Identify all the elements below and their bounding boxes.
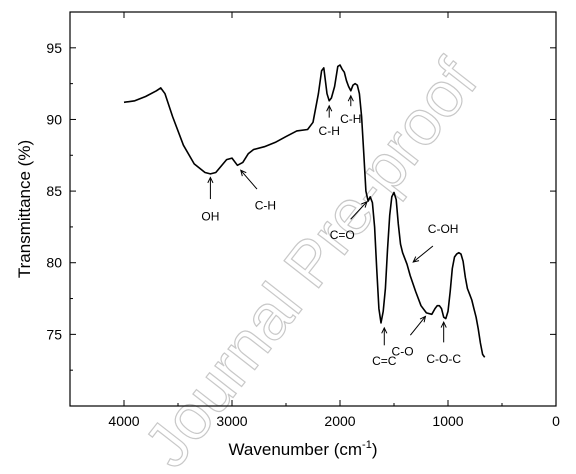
annotation-arrowhead: [240, 169, 247, 177]
x-tick-label: 3000: [216, 413, 247, 429]
ticks: 4000 3000 2000 1000 0 75 80 85 90 95: [46, 11, 560, 429]
annotation-label: C-H: [340, 112, 361, 126]
annotation-label: C-H: [255, 198, 276, 212]
annotation-arrow: [412, 245, 434, 263]
x-axis-label-sup: -1: [362, 439, 372, 451]
y-tick-label: 90: [46, 111, 62, 127]
x-axis-label-main: Wavenumber (cm: [229, 440, 363, 459]
annotation-label: C=C: [372, 354, 397, 368]
annotation: OH: [201, 176, 219, 223]
x-axis-label-tail: ): [372, 440, 378, 459]
annotation-arrowhead: [440, 321, 447, 328]
y-tick-label: 80: [46, 255, 62, 271]
annotation-label: C-O-C: [426, 352, 461, 366]
annotation: C=C: [372, 326, 397, 368]
annotation-arrowhead: [419, 315, 427, 323]
y-tick-label: 75: [46, 326, 62, 342]
y-axis-label: Transmittance (%): [15, 140, 34, 278]
annotation-label: OH: [201, 209, 219, 223]
annotation: C-H: [240, 169, 276, 212]
annotation-arrow: [240, 169, 258, 190]
annotation-arrowhead: [381, 326, 388, 334]
annotation-label: C-H: [319, 124, 340, 138]
x-axis-label: Wavenumber (cm-1): [229, 439, 378, 459]
x-tick-label: 1000: [432, 413, 463, 429]
annotation-label: C=O: [330, 228, 355, 242]
x-tick-label: 0: [552, 413, 560, 429]
annotation-label: C-OH: [428, 222, 459, 236]
annotation-arrow: [409, 316, 426, 336]
annotation-arrowhead: [326, 104, 333, 112]
x-tick-label: 2000: [324, 413, 355, 429]
annotation: C-H: [319, 104, 340, 138]
axes: [69, 11, 557, 407]
annotation-arrowhead: [207, 176, 214, 184]
y-tick-label: 95: [46, 40, 62, 56]
annotation-arrowhead: [361, 200, 368, 208]
x-tick-label: 4000: [108, 413, 139, 429]
annotation-arrowhead: [347, 94, 354, 102]
annotation-arrowhead: [412, 256, 420, 263]
annotation-label: C-O: [392, 344, 414, 358]
annotations: OHC-HC-HC-HC=OC=CC-OHC-OC-O-C: [201, 94, 461, 368]
watermark: Journal Pre-proof: [130, 46, 491, 474]
series-line: [123, 64, 486, 358]
y-tick-label: 85: [46, 183, 62, 199]
annotation: C-O-C: [426, 321, 461, 366]
plot-frame: [69, 11, 557, 407]
annotation: C-OH: [412, 222, 459, 263]
annotation: C=O: [330, 200, 368, 242]
annotation-arrow: [350, 201, 368, 220]
annotation: C-H: [340, 94, 361, 126]
annotation: C-O: [392, 315, 427, 358]
